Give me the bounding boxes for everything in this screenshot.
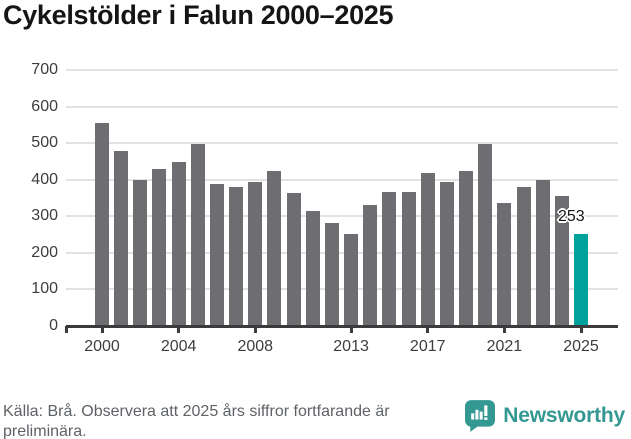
y-axis-label-500: 500 bbox=[31, 134, 58, 152]
bar-2006 bbox=[209, 184, 224, 326]
bar-2009 bbox=[267, 171, 282, 326]
gridline-200 bbox=[66, 251, 618, 254]
source-note: Källa: Brå. Observera att 2025 års siffr… bbox=[3, 403, 390, 439]
bar-2019 bbox=[459, 171, 474, 326]
bar-2000 bbox=[95, 123, 109, 326]
bar-2002 bbox=[133, 179, 148, 326]
x-axis-label-2008: 2008 bbox=[237, 338, 274, 355]
gridline-400 bbox=[66, 178, 618, 181]
x-axis-tick-2021 bbox=[502, 326, 506, 333]
y-axis-label-100: 100 bbox=[31, 280, 58, 298]
gridline-300 bbox=[66, 215, 618, 218]
x-axis-label-2017: 2017 bbox=[409, 338, 446, 355]
bar-2001 bbox=[114, 151, 129, 326]
bar-2018 bbox=[439, 182, 454, 326]
bar-2014 bbox=[363, 205, 378, 326]
x-axis-label-2013: 2013 bbox=[333, 338, 369, 355]
bar-2020 bbox=[478, 143, 493, 326]
x-axis-tick-2017 bbox=[426, 326, 430, 333]
newsworthy-logo-icon bbox=[465, 400, 496, 432]
bar-2003 bbox=[152, 169, 167, 326]
y-axis-label-300: 300 bbox=[31, 207, 58, 225]
bar-2007 bbox=[229, 186, 244, 326]
x-axis-line bbox=[66, 325, 618, 328]
highlight-value-label: 253 bbox=[558, 207, 585, 225]
bar-2017 bbox=[420, 173, 435, 326]
bar-2023 bbox=[535, 179, 550, 326]
bar-2015 bbox=[382, 191, 397, 326]
bar-2012 bbox=[324, 222, 339, 326]
x-axis-label-2000: 2000 bbox=[84, 338, 120, 355]
bar-2010 bbox=[286, 192, 301, 326]
bar-2011 bbox=[305, 211, 320, 326]
bar-2016 bbox=[401, 191, 416, 326]
x-axis-tick-2004 bbox=[177, 326, 181, 333]
gridline-100 bbox=[66, 288, 618, 291]
bar-2025 bbox=[574, 233, 588, 326]
y-axis-label-0: 0 bbox=[49, 317, 58, 334]
x-axis-label-2021: 2021 bbox=[486, 338, 523, 355]
bar-2021 bbox=[497, 203, 512, 326]
bar-2005 bbox=[190, 144, 205, 326]
x-axis-tick-2025 bbox=[579, 326, 583, 333]
x-axis-tick-2008 bbox=[253, 326, 257, 333]
axis-origin-tick bbox=[65, 326, 68, 333]
y-axis-label-700: 700 bbox=[31, 61, 58, 79]
gridline-600 bbox=[66, 105, 618, 108]
bar-2022 bbox=[516, 187, 531, 326]
y-axis-label-600: 600 bbox=[31, 97, 58, 115]
y-axis-label-400: 400 bbox=[31, 170, 58, 188]
x-axis-tick-2013 bbox=[349, 326, 353, 333]
x-axis-tick-2000 bbox=[100, 326, 104, 333]
x-axis-label-2025: 2025 bbox=[563, 338, 599, 355]
gridline-500 bbox=[66, 142, 618, 145]
chart-title: Cykelstölder i Falun 2000–2025 bbox=[3, 0, 394, 30]
bar-2004 bbox=[171, 162, 186, 326]
newsworthy-logo-text: Newsworthy bbox=[503, 404, 625, 427]
bar-2024 bbox=[554, 195, 569, 326]
bar-2008 bbox=[248, 181, 263, 326]
x-axis-label-2004: 2004 bbox=[160, 338, 197, 355]
bar-2013 bbox=[344, 233, 359, 326]
y-axis-label-200: 200 bbox=[31, 243, 58, 261]
gridline-700 bbox=[66, 69, 618, 72]
newsworthy-logo[interactable]: Newsworthy bbox=[465, 400, 625, 432]
